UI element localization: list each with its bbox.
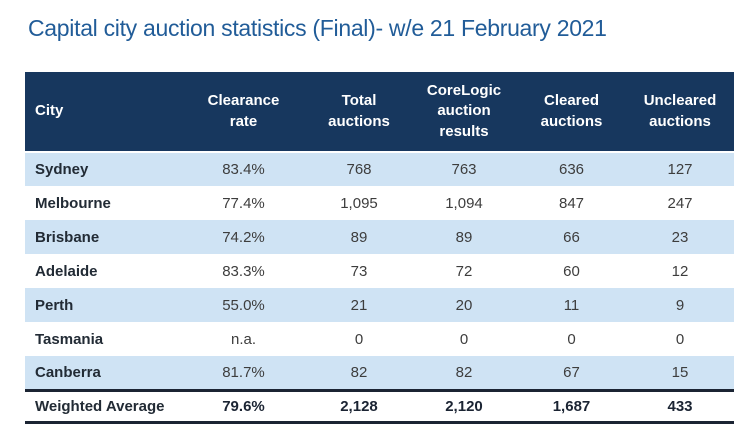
cell-corelogic-auction-results: 20 (455, 296, 473, 314)
table-body: Sydney 83.4% 768 763 636 127 Melbourne 7… (25, 152, 734, 390)
cell-uncleared-auctions: 247 (667, 194, 693, 212)
table-row-canberra: Canberra 81.7% 82 82 67 15 (25, 356, 734, 390)
cell-uncleared-auctions: 0 (675, 330, 685, 348)
cell-cleared-auctions: 11 (563, 296, 580, 314)
cell-clearance-rate: 77.4% (222, 194, 265, 212)
cell-cleared-auctions: 67 (563, 363, 580, 381)
cell-uncleared-auctions: 127 (667, 161, 693, 178)
weighted-average-label: Weighted Average (35, 397, 165, 415)
header-row: City Clearance rate Total auctions CoreL… (25, 72, 734, 153)
cell-clearance-rate: 83.3% (222, 262, 265, 280)
cell-uncleared-auctions: 15 (671, 363, 689, 381)
cell-uncleared-auctions: 12 (671, 262, 689, 280)
cell-uncleared-auctions: 433 (667, 397, 693, 415)
table-row-weighted-average: Weighted Average 79.6% 2,128 2,120 1,687… (25, 390, 734, 422)
column-header-cleared-auctions: Cleared auctions (517, 72, 626, 153)
cell-clearance-rate: n.a. (230, 330, 257, 348)
city-label: Adelaide (35, 262, 98, 280)
column-header-corelogic-auction-results: CoreLogic auction results (411, 72, 517, 153)
cell-cleared-auctions: 636 (558, 161, 585, 178)
cell-total-auctions: 0 (354, 330, 364, 348)
column-header-city: City (25, 72, 180, 153)
cell-corelogic-auction-results: 72 (455, 262, 473, 280)
page-title: Capital city auction statistics (Final)-… (28, 15, 607, 41)
cell-clearance-rate: 55.0% (222, 296, 265, 314)
city-label: Brisbane (35, 228, 100, 246)
city-label: Sydney (35, 161, 89, 178)
cell-uncleared-auctions: 23 (671, 228, 689, 246)
cell-clearance-rate: 81.7% (222, 363, 265, 381)
city-label: Canberra (35, 363, 101, 381)
column-header-uncleared-auctions: Uncleared auctions (626, 72, 734, 153)
table-header: City Clearance rate Total auctions CoreL… (25, 72, 734, 153)
cell-clearance-rate: 79.6% (222, 397, 265, 415)
cell-clearance-rate: 74.2% (222, 228, 265, 246)
cell-total-auctions: 768 (346, 161, 372, 178)
cell-cleared-auctions: 847 (558, 194, 585, 212)
cell-corelogic-auction-results: 1,094 (445, 194, 483, 212)
city-label: Tasmania (35, 330, 104, 348)
cell-cleared-auctions: 60 (563, 262, 580, 280)
cell-corelogic-auction-results: 89 (455, 228, 473, 246)
cell-total-auctions: 1,095 (340, 194, 378, 212)
cell-cleared-auctions: 0 (567, 330, 576, 348)
cell-total-auctions: 89 (350, 228, 368, 246)
table-row-sydney: Sydney 83.4% 768 763 636 127 (25, 152, 734, 186)
cell-corelogic-auction-results: 763 (451, 161, 477, 178)
cell-total-auctions: 21 (350, 296, 368, 314)
auction-stats-table: City Clearance rate Total auctions CoreL… (25, 72, 734, 424)
table-row-tasmania: Tasmania n.a. 0 0 0 0 (25, 322, 734, 356)
table-footer: Weighted Average 79.6% 2,128 2,120 1,687… (25, 390, 734, 422)
cell-corelogic-auction-results: 82 (455, 363, 473, 381)
cell-clearance-rate: 83.4% (222, 161, 265, 178)
cell-total-auctions: 73 (350, 262, 368, 280)
cell-corelogic-auction-results: 2,120 (445, 397, 483, 415)
cell-total-auctions: 2,128 (340, 397, 378, 415)
cell-uncleared-auctions: 9 (675, 296, 685, 314)
city-label: Perth (35, 296, 74, 314)
cell-total-auctions: 82 (350, 363, 368, 381)
column-header-clearance-rate: Clearance rate (180, 72, 307, 153)
table-row-melbourne: Melbourne 77.4% 1,095 1,094 847 247 (25, 186, 734, 220)
cell-cleared-auctions: 66 (563, 228, 580, 246)
column-header-total-auctions: Total auctions (307, 72, 411, 153)
table-row-brisbane: Brisbane 74.2% 89 89 66 23 (25, 220, 734, 254)
table-row-perth: Perth 55.0% 21 20 11 9 (25, 288, 734, 322)
table-row-adelaide: Adelaide 83.3% 73 72 60 12 (25, 254, 734, 288)
cell-cleared-auctions: 1,687 (552, 397, 591, 415)
cell-corelogic-auction-results: 0 (459, 330, 469, 348)
city-label: Melbourne (35, 194, 111, 212)
